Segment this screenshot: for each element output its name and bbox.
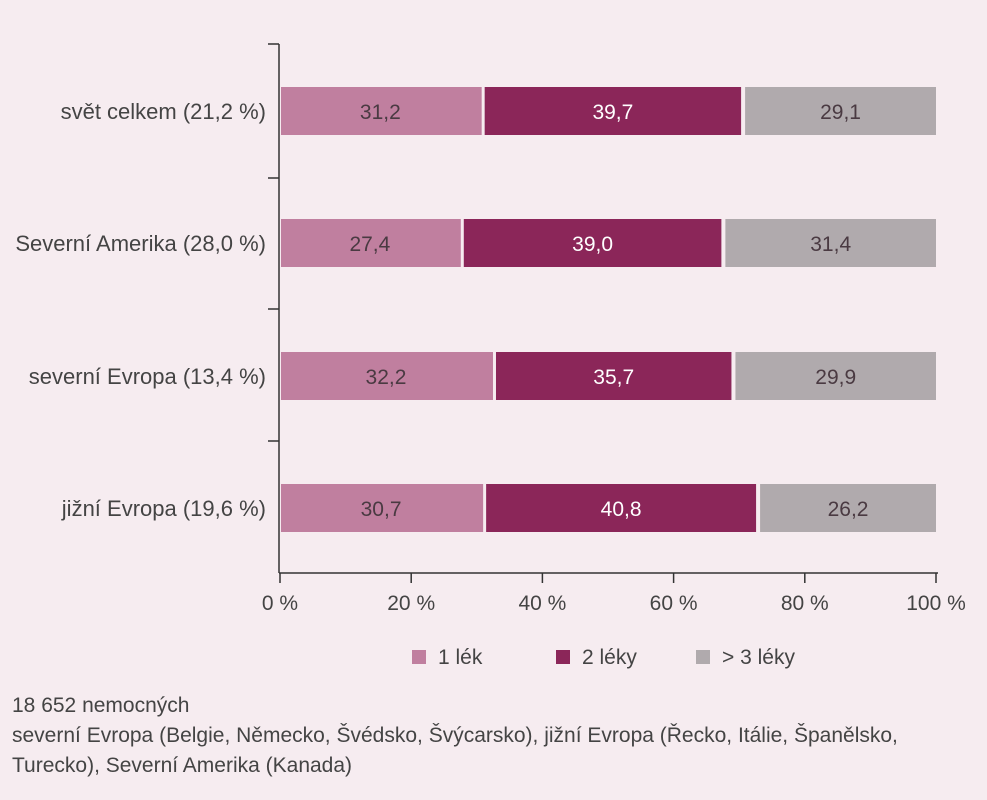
bar-3-1 [486,484,757,532]
bar-label-2-1: 35,7 [593,366,634,389]
bar-2-2 [735,352,936,400]
bar-2-0 [281,352,493,400]
notes-line-3: Turecko), Severní Amerika (Kanada) [12,754,353,777]
bar-0-2 [745,87,936,135]
x-tick-label-1: 20 % [387,592,435,615]
x-tick-label-3: 60 % [650,592,698,615]
legend-swatch-2 [696,650,710,664]
bar-label-0-1: 39,7 [592,101,633,124]
bar-0-1 [484,87,742,135]
chart-notes: 18 652 nemocných severní Evropa (Belgie,… [12,691,898,781]
bar-label-1-2: 31,4 [810,233,851,256]
bar-label-3-1: 40,8 [601,498,642,521]
bar-1-1 [463,219,722,267]
category-label-2: severní Evropa (13,4 %) [29,364,266,389]
bar-label-0-0: 31,2 [360,101,401,124]
bar-label-3-2: 26,2 [828,498,869,521]
x-tick-label-5: 100 % [906,592,966,615]
notes-line-1: 18 652 nemocných [12,694,190,717]
bar-label-0-2: 29,1 [820,101,861,124]
legend-swatch-1 [556,650,570,664]
category-label-0: svět celkem (21,2 %) [61,99,266,124]
category-label-3: jižní Evropa (19,6 %) [61,496,266,521]
notes-line-2: severní Evropa (Belgie, Německo, Švédsko… [12,724,898,747]
category-label-1: Severní Amerika (28,0 %) [15,231,266,256]
legend-label-1: 2 léky [582,646,637,669]
x-tick-label-2: 40 % [518,592,566,615]
bar-label-1-0: 27,4 [349,233,390,256]
bar-2-1 [495,352,732,400]
bar-3-2 [760,484,936,532]
stacked-bar-chart: 0 % 20 % 40 % 60 % 80 % 100 % svět celkem (21,… [15,43,966,669]
bar-3-0 [281,484,484,532]
legend-swatch-0 [412,650,426,664]
bar-1-0 [281,219,461,267]
bar-label-2-2: 29,9 [815,366,856,389]
bar-label-2-0: 32,2 [366,366,407,389]
legend-label-2: > 3 léky [722,646,795,669]
x-tick-label-0: 0 % [262,592,298,615]
bar-0-0 [281,87,482,135]
x-tick-label-4: 80 % [781,592,829,615]
bar-label-3-0: 30,7 [361,498,402,521]
legend-label-0: 1 lék [438,646,483,669]
bar-label-1-1: 39,0 [572,233,613,256]
bar-1-2 [725,219,936,267]
